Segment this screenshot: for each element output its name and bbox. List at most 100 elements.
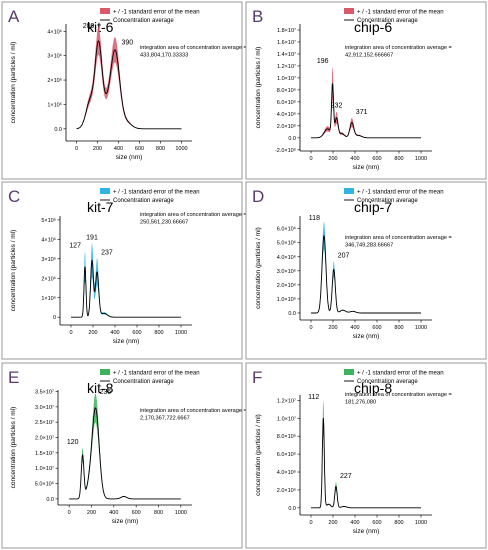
- y-tick-label: -2.0×10⁶: [275, 147, 296, 154]
- panel-border: [245, 362, 487, 549]
- concentration-line: [311, 234, 421, 314]
- integration-label: integration area of concentration averag…: [345, 392, 452, 406]
- x-tick-label: 600: [372, 156, 381, 162]
- x-tick-label: 400: [350, 325, 359, 331]
- concentration-line: [76, 40, 182, 130]
- x-tick-label: 600: [132, 330, 141, 336]
- x-tick-label: 400: [109, 510, 118, 516]
- integration-value: 2,170,367,722.6667: [140, 416, 190, 422]
- y-tick-label: 0.0: [288, 136, 296, 142]
- legend-label-band: + / -1 standard error of the mean: [113, 190, 200, 196]
- integration-label: integration area of concentration averag…: [345, 235, 452, 249]
- y-tick-label: 5.0×10⁶: [35, 481, 54, 488]
- legend-swatch-band: [100, 188, 110, 194]
- x-tick-label: 400: [114, 146, 123, 152]
- y-tick-label: 1.0×10⁶: [277, 296, 296, 303]
- chart-title: kit-8: [87, 380, 114, 396]
- x-tick-label: 0: [309, 156, 312, 162]
- legend-swatch-band: [100, 369, 110, 375]
- y-tick-label: 4×10⁶: [47, 28, 62, 35]
- y-tick-label: 4.0×10⁶: [277, 469, 296, 476]
- panel-border: [1, 1, 243, 180]
- chart-title: kit-6: [87, 19, 114, 35]
- x-axis-label: size (nm): [353, 164, 380, 171]
- y-tick-label: 0.0: [288, 506, 296, 512]
- legend-label-line: Concentration average: [113, 198, 174, 204]
- peak-label: 207: [338, 253, 350, 260]
- y-tick-label: 8.0×10⁶: [277, 433, 296, 440]
- y-axis-label: concentration (particles / ml): [255, 47, 262, 129]
- y-tick-label: 0.0: [288, 311, 296, 317]
- y-tick-label: 0.0: [54, 127, 62, 133]
- x-tick-label: 0: [75, 146, 78, 152]
- x-tick-label: 600: [372, 520, 381, 526]
- y-tick-label: 1.2×10⁷: [277, 397, 296, 404]
- x-tick-label: 800: [154, 330, 163, 336]
- integration-value: 346,749,283.66667: [345, 243, 393, 249]
- integration-value: 181,276,080: [345, 400, 376, 406]
- panel-letter: B: [252, 7, 263, 26]
- x-tick-label: 800: [154, 510, 163, 516]
- legend-label-band: + / -1 standard error of the mean: [357, 371, 444, 377]
- integration-label: integration area of concentration averag…: [140, 212, 247, 226]
- y-tick-label: 3.0×10⁷: [35, 404, 54, 411]
- y-tick-label: 1×10⁶: [47, 101, 62, 108]
- panel-border: [245, 181, 487, 360]
- peak-label: 196: [317, 58, 329, 65]
- concentration-line: [71, 259, 181, 318]
- panel-border: [1, 181, 243, 360]
- x-tick-label: 200: [328, 520, 337, 526]
- legend-swatch-band: [344, 369, 354, 375]
- integration-label: integration area of concentration averag…: [345, 45, 452, 59]
- chart-title: kit-7: [87, 199, 114, 215]
- x-tick-label: 200: [328, 325, 337, 331]
- peak-label: 227: [340, 473, 352, 480]
- y-tick-label: 3×10⁶: [47, 53, 62, 60]
- y-tick-label: 1.0×10⁷: [277, 415, 296, 422]
- integration-prefix: integration area of concentration averag…: [140, 212, 247, 218]
- y-tick-label: 2×10⁶: [47, 77, 62, 84]
- x-tick-label: 200: [88, 330, 97, 336]
- peak-label: 237: [101, 249, 113, 256]
- x-axis-label: size (nm): [353, 333, 380, 340]
- x-tick-label: 1000: [175, 146, 187, 152]
- x-tick-label: 800: [394, 520, 403, 526]
- y-tick-label: 1.5×10⁷: [35, 450, 54, 457]
- y-tick-label: 3.5×10⁷: [35, 389, 54, 396]
- y-axis-label: concentration (particles / ml): [10, 42, 17, 124]
- x-tick-label: 0: [69, 330, 72, 336]
- y-tick-label: 2.0×10⁶: [277, 123, 296, 130]
- chart-title: chip-7: [354, 199, 392, 215]
- y-axis-label: concentration (particles / ml): [10, 407, 17, 489]
- y-tick-label: 2.0×10⁶: [277, 282, 296, 289]
- error-band: [311, 400, 421, 508]
- y-tick-label: 4×10⁶: [41, 236, 56, 243]
- legend-label-line: Concentration average: [357, 379, 418, 385]
- x-tick-label: 0: [309, 520, 312, 526]
- y-tick-label: 1×10⁶: [41, 295, 56, 302]
- legend-label-band: + / -1 standard error of the mean: [113, 10, 200, 16]
- y-tick-label: 8.0×10⁶: [277, 87, 296, 94]
- x-tick-label: 200: [93, 146, 102, 152]
- y-tick-label: 2.0×10⁷: [35, 435, 54, 442]
- y-tick-label: 2×10⁶: [41, 275, 56, 282]
- panel-border: [1, 362, 243, 549]
- panel-letter: C: [8, 187, 20, 206]
- x-tick-label: 400: [110, 330, 119, 336]
- y-tick-label: 1.2×10⁷: [277, 63, 296, 70]
- y-tick-label: 1.8×10⁷: [277, 27, 296, 34]
- x-tick-label: 800: [156, 146, 165, 152]
- integration-label: integration area of concentration averag…: [140, 408, 247, 422]
- integration-value: 250,561,230.66667: [140, 220, 188, 226]
- concentration-line: [311, 418, 421, 509]
- x-tick-label: 600: [372, 325, 381, 331]
- y-tick-label: 6.0×10⁶: [277, 451, 296, 458]
- integration-prefix: integration area of concentration averag…: [140, 408, 247, 414]
- x-tick-label: 1000: [415, 156, 427, 162]
- panel-letter: D: [252, 187, 264, 206]
